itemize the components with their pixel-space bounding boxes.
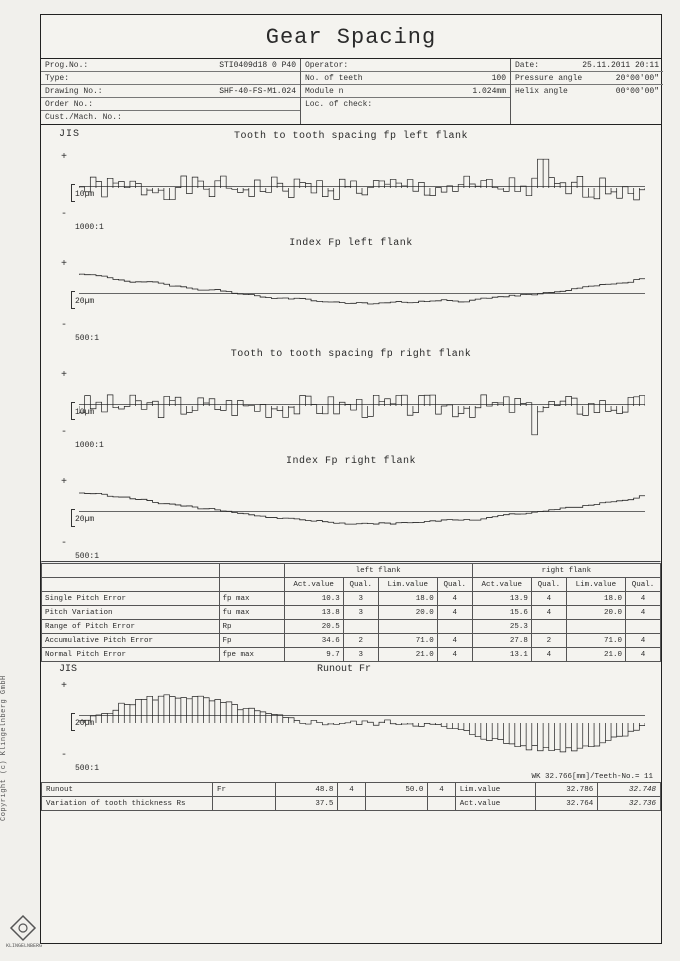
col-header: Act.value: [284, 578, 343, 592]
results-table: left flank right flank Act.valueQual.Lim…: [41, 563, 661, 662]
header-label: Prog.No.:: [45, 61, 88, 70]
header-label: Helix angle: [515, 87, 568, 97]
group-left: left flank: [284, 564, 472, 578]
bottom-row: Variation of tooth thickness Rs37.5Act.v…: [42, 797, 661, 811]
standard-label: JIS: [59, 129, 80, 140]
bottom-table: RunoutFr48.8450.04Lim.value32.78632.748V…: [41, 782, 661, 811]
wk-line: WK 32.766[mm]/Teeth-No.= 11: [41, 773, 661, 782]
header-value: 100: [492, 74, 506, 83]
runout-plot: + 20µm - 500:1: [79, 675, 645, 771]
chart-title: Index Fp left flank: [49, 236, 653, 253]
chart-plot: +10µm-1000:1: [79, 146, 645, 230]
table-row: Single Pitch Errorfp max10.3318.0413.941…: [42, 592, 661, 606]
header-label: Module n: [305, 87, 343, 96]
runout-title: Runout Fr: [77, 664, 611, 675]
header-label: Loc. of check:: [305, 100, 372, 110]
chart-plot: +10µm-1000:1: [79, 364, 645, 448]
header-value: 25.11.2011 20:11: [582, 61, 659, 70]
table-row: Accumulative Pitch ErrorFp34.6271.0427.8…: [42, 634, 661, 648]
header-value: SHF-40-FS-M1.024: [219, 87, 296, 96]
standard-label-2: JIS: [59, 664, 77, 675]
chart-plot: +20µm-500:1: [79, 253, 645, 341]
header-label: Date:: [515, 61, 539, 70]
header-value: STI0409d18 0 P40: [219, 61, 296, 70]
header-label: Drawing No.:: [45, 87, 103, 96]
logo-icon: [9, 914, 37, 942]
header-value: 20°00'00": [616, 74, 659, 83]
header-value: 1.024mm: [472, 87, 506, 96]
header-label: Type:: [45, 74, 69, 83]
chart-title: Tooth to tooth spacing fp right flank: [49, 347, 653, 364]
bottom-row: RunoutFr48.8450.04Lim.value32.78632.748: [42, 783, 661, 797]
col-header: Lim.value: [378, 578, 437, 592]
header-label: Cust./Mach. No.:: [45, 113, 122, 123]
table-row: Normal Pitch Errorfpe max9.7321.0413.142…: [42, 648, 661, 662]
col-header: Act.value: [472, 578, 531, 592]
chart-title: Tooth to tooth spacing fp left flank: [49, 129, 653, 146]
minus-sign: -: [61, 750, 67, 761]
header-grid: Prog.No.: STI0409d18 0 P40 Type: Drawing No…: [41, 59, 661, 125]
header-value: 00°00'00": [616, 87, 659, 97]
header-label: Pressure angle: [515, 74, 582, 83]
copyright-text: Copyright (c) Klingelnberg GmbH: [0, 675, 8, 821]
report-page: Gear Spacing Prog.No.: STI0409d18 0 P40 Ty…: [40, 14, 662, 944]
col-header: Qual.: [437, 578, 472, 592]
chart-plot: +20µm-500:1: [79, 471, 645, 559]
plus-sign: +: [61, 681, 67, 692]
page-title: Gear Spacing: [41, 15, 661, 59]
col-header: Qual.: [531, 578, 566, 592]
header-label: Order No.:: [45, 100, 93, 109]
table-row: Range of Pitch ErrorRp20.525.3: [42, 620, 661, 634]
chart-title: Index Fp right flank: [49, 454, 653, 471]
brand-logo: KLINGELNBERG: [6, 914, 40, 949]
table-row: Pitch Variationfu max13.8320.0415.6420.0…: [42, 606, 661, 620]
col-header: Qual.: [343, 578, 378, 592]
col-header: Qual.: [625, 578, 660, 592]
group-right: right flank: [472, 564, 660, 578]
header-label: No. of teeth: [305, 74, 363, 83]
header-label: Operator:: [305, 61, 348, 70]
charts-section: JISTooth to tooth spacing fp left flank+…: [41, 125, 661, 561]
col-header: Lim.value: [566, 578, 625, 592]
